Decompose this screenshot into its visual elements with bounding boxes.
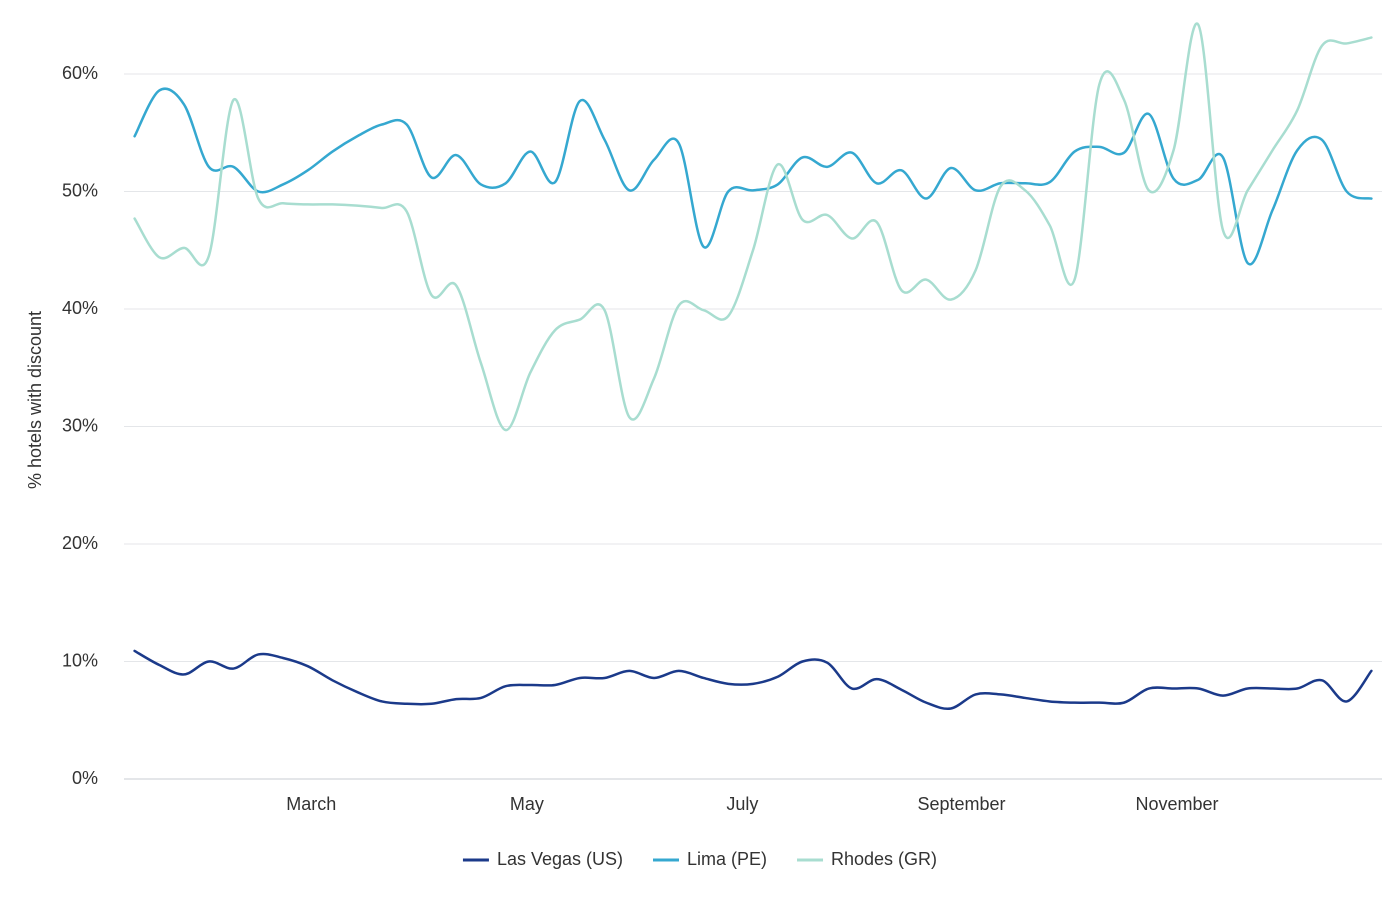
x-tick-label: September [917,794,1005,814]
x-tick-label: November [1136,794,1219,814]
y-tick-label: 40% [62,298,98,318]
line-series [133,22,1373,432]
line-series [133,87,1373,266]
x-tick-label: May [510,794,544,814]
y-tick-label: 10% [62,650,98,670]
y-tick-label: 50% [62,180,98,200]
y-tick-label: 30% [62,415,98,435]
legend-label: Lima (PE) [687,849,767,869]
y-tick-label: 20% [62,533,98,553]
legend-label: Rhodes (GR) [831,849,937,869]
y-axis-title: % hotels with discount [25,311,45,489]
y-tick-label: 0% [72,768,98,788]
line-series [133,649,1373,711]
y-tick-label: 60% [62,63,98,83]
legend-label: Las Vegas (US) [497,849,623,869]
x-tick-label: March [286,794,336,814]
x-tick-label: July [726,794,758,814]
